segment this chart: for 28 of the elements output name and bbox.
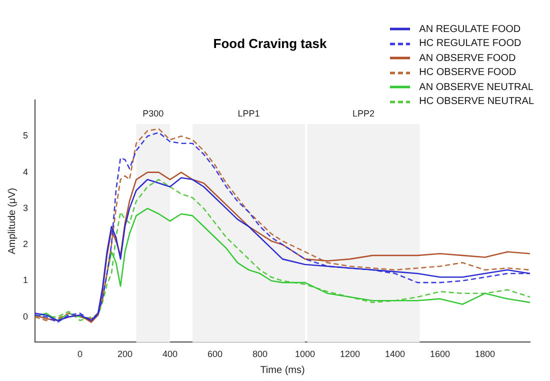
legend-label: AN OBSERVE FOOD [419,52,516,64]
legend-label: HC REGULATE FOOD [419,38,522,50]
band-label: LPP1 [238,108,260,118]
x-tick-label: 800 [252,349,268,360]
y-tick-label: 4 [22,166,28,177]
y-tick-label: 1 [22,275,28,286]
y-tick-label: 0 [22,311,28,322]
y-tick-label: 3 [22,202,28,213]
x-tick-label: 200 [117,349,133,360]
band-label: P300 [142,108,164,118]
x-tick-label: 1000 [294,349,316,360]
legend-label: AN REGULATE FOOD [419,24,521,35]
x-tick-label: 1600 [430,349,450,360]
legend-label: AN OBSERVE NEUTRAL [419,82,534,93]
chart-title: Food Craving task [212,36,328,51]
band-label: LPP2 [352,108,375,118]
x-tick-label: 400 [162,349,178,360]
legend-label: HC OBSERVE NEUTRAL [419,96,534,108]
y-tick-label: 2 [22,239,28,250]
x-tick-label: 1800 [474,349,496,360]
x-tick-label: 0 [77,349,83,360]
y-tick-label: 5 [22,130,28,141]
y-axis-title: Amplitude (μV) [6,188,18,254]
x-axis-title: Time (ms) [260,364,305,376]
x-tick-label: 600 [207,349,223,360]
legend-label: HC OBSERVE FOOD [419,67,516,78]
x-tick-label: 1200 [340,349,360,360]
x-tick-label: 1400 [384,349,406,360]
